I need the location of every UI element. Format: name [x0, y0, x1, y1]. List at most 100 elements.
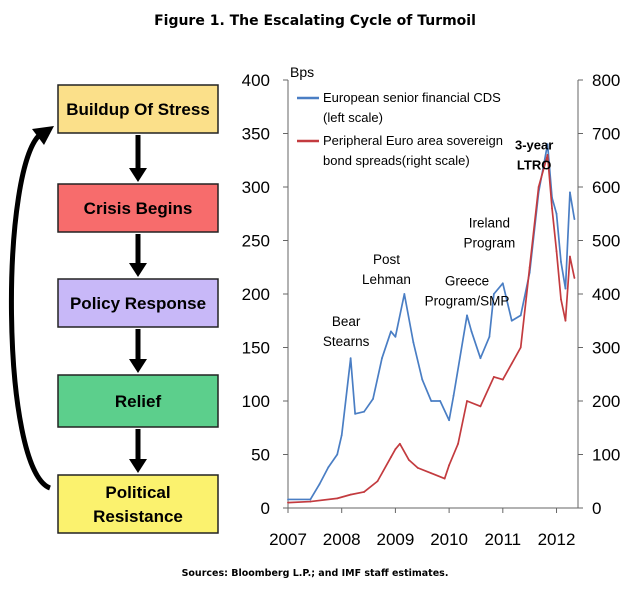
- annotation-label: LTRO: [517, 158, 551, 173]
- series-point: [501, 282, 504, 285]
- series-point: [349, 357, 352, 360]
- right-tick-label: 300: [592, 339, 620, 358]
- annotation-label: Stearns: [323, 334, 370, 349]
- stage-box: Political Resistance: [57, 474, 219, 534]
- series-point: [287, 501, 289, 504]
- left-tick-label: 300: [242, 178, 270, 197]
- series-point: [398, 442, 401, 445]
- legend-label: bond spreads(right scale): [323, 153, 470, 168]
- right-tick-label: 100: [592, 446, 620, 465]
- annotation-label: Ireland: [469, 216, 510, 231]
- annotation-label: 3-year: [515, 138, 553, 153]
- series-point: [569, 255, 571, 258]
- series-point: [560, 261, 562, 263]
- series-point: [430, 472, 433, 475]
- series-point: [336, 497, 339, 500]
- series-point: [327, 466, 330, 469]
- series-point: [430, 400, 433, 402]
- series-point: [407, 458, 410, 461]
- x-tick-label: 2012: [538, 530, 576, 549]
- left-tick-label: 0: [261, 499, 270, 518]
- series-point: [466, 400, 468, 402]
- right-tick-label: 800: [592, 71, 620, 90]
- source-note: Sources: Bloomberg L.P.; and IMF staff e…: [181, 568, 449, 579]
- series-point: [551, 207, 553, 210]
- legend-label: European senior financial CDS: [323, 90, 501, 105]
- right-tick-label: 700: [592, 125, 620, 144]
- series-point: [510, 362, 513, 365]
- series-point: [466, 314, 468, 317]
- legend-label: (left scale): [323, 110, 383, 125]
- series-point: [546, 154, 549, 156]
- series-point: [560, 298, 562, 301]
- stage-box: Policy Response: [57, 278, 219, 328]
- flow-arrow: [129, 429, 147, 473]
- left-axis-unit: Bps: [290, 64, 314, 80]
- series-point: [519, 314, 522, 317]
- left-tick-label: 150: [242, 339, 270, 358]
- left-tick-label: 100: [242, 392, 270, 411]
- series-point: [287, 498, 289, 501]
- right-tick-label: 0: [592, 499, 601, 518]
- series-point: [412, 341, 415, 344]
- annotation-label: Post: [373, 252, 400, 267]
- series-point: [573, 277, 576, 279]
- flow-arrow: [129, 234, 147, 277]
- series-point: [354, 412, 357, 415]
- series-point: [443, 477, 446, 480]
- cycle-diagram: Buildup Of Stress Crisis Begins Policy Res…: [8, 84, 219, 534]
- left-tick-label: 400: [242, 71, 270, 90]
- stage-label: Resistance: [93, 507, 183, 526]
- series-point: [519, 346, 522, 349]
- stage-box: Crisis Begins: [57, 183, 219, 233]
- series-point: [501, 378, 504, 381]
- series-point: [528, 266, 531, 269]
- series-point: [488, 335, 491, 338]
- flow-arrow: [129, 329, 147, 373]
- series-point: [416, 466, 419, 469]
- stage-box: Buildup Of Stress: [57, 84, 219, 134]
- series-point: [492, 376, 495, 378]
- series-point: [390, 456, 392, 459]
- stage-label: Crisis Begins: [84, 199, 193, 218]
- series-point: [564, 319, 567, 322]
- legend: European senior financial CDS (left scale…: [297, 90, 503, 168]
- series-point: [555, 212, 558, 215]
- right-tick-label: 400: [592, 285, 620, 304]
- right-tick-label: 200: [592, 392, 620, 411]
- left-tick-label: 50: [251, 446, 270, 465]
- series-point: [340, 434, 343, 437]
- series-point: [479, 405, 482, 408]
- left-tick-label: 350: [242, 125, 270, 144]
- series-point: [564, 287, 567, 290]
- annotation-label: Program: [464, 236, 516, 251]
- stage-label: Political: [105, 483, 170, 502]
- series-point: [381, 357, 383, 360]
- series-point: [309, 500, 312, 503]
- annotation-label: Program/SMP: [425, 293, 510, 308]
- series-point: [376, 480, 379, 483]
- series-point: [372, 397, 374, 400]
- series-point: [573, 218, 576, 221]
- series-point: [546, 143, 549, 146]
- series-point: [403, 293, 406, 295]
- x-tick-label: 2007: [269, 530, 307, 549]
- series-point: [394, 335, 397, 338]
- series-point: [390, 330, 392, 333]
- stage-label: Buildup Of Stress: [66, 100, 210, 119]
- series-line: [287, 154, 576, 504]
- series-point: [394, 448, 397, 451]
- series-point: [439, 400, 442, 402]
- figure-title: Figure 1. The Escalating Cycle of Turmoi…: [154, 13, 476, 29]
- series-point: [421, 378, 424, 381]
- stage-box: Relief: [57, 374, 219, 428]
- stage-label: Policy Response: [70, 294, 206, 313]
- series-point: [492, 293, 495, 295]
- stage-label: Relief: [115, 392, 162, 411]
- legend-label: Peripheral Euro area sovereign: [323, 133, 503, 148]
- series-point: [510, 319, 513, 322]
- left-tick-label: 250: [242, 232, 270, 251]
- series-point: [448, 464, 451, 467]
- left-tick-label: 200: [242, 285, 270, 304]
